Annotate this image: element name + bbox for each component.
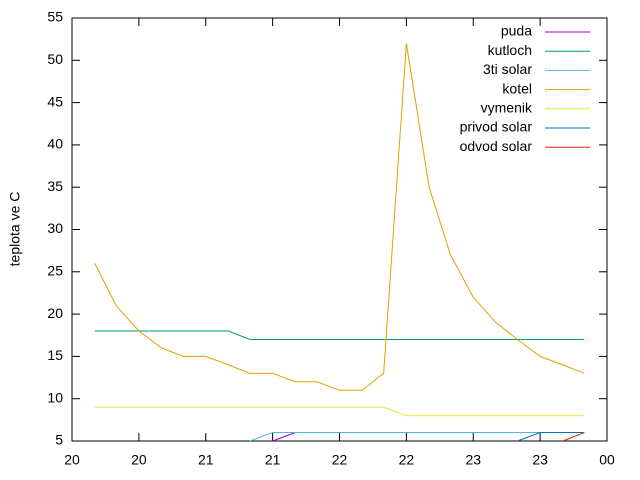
y-tick-label: 25 <box>47 263 63 279</box>
series-line <box>562 432 585 442</box>
legend-label: odvod solar <box>460 138 533 154</box>
legend-label: 3ti solar <box>483 61 532 77</box>
legend-label: kotel <box>502 80 532 96</box>
x-tick-label: 21 <box>198 452 214 468</box>
x-tick-label: 20 <box>131 452 147 468</box>
legend-label: puda <box>501 23 532 39</box>
x-tick-label: 00 <box>599 452 615 468</box>
x-tick-label: 21 <box>265 452 281 468</box>
x-tick-label: 22 <box>332 452 348 468</box>
legend-label: kutloch <box>488 42 532 58</box>
legend-label: vymenik <box>481 100 533 116</box>
y-tick-label: 15 <box>47 347 63 363</box>
y-tick-label: 55 <box>47 9 63 25</box>
y-tick-label: 40 <box>47 136 63 152</box>
y-tick-label: 50 <box>47 51 63 67</box>
y-tick-label: 35 <box>47 178 63 194</box>
x-tick-label: 22 <box>399 452 415 468</box>
legend-label: privod solar <box>460 119 533 135</box>
y-tick-label: 20 <box>47 305 63 321</box>
series-line <box>249 432 585 442</box>
x-tick-label: 23 <box>532 452 548 468</box>
series-line <box>94 406 585 417</box>
x-tick-label: 23 <box>465 452 481 468</box>
y-tick-label: 5 <box>55 432 63 448</box>
y-tick-label: 45 <box>47 93 63 109</box>
y-tick-label: 30 <box>47 220 63 236</box>
series-line <box>94 330 585 340</box>
x-tick-label: 20 <box>64 452 80 468</box>
y-axis-label: teplota ve C <box>7 192 23 267</box>
series-line <box>94 43 585 391</box>
series-line <box>517 432 585 442</box>
y-tick-label: 10 <box>47 389 63 405</box>
